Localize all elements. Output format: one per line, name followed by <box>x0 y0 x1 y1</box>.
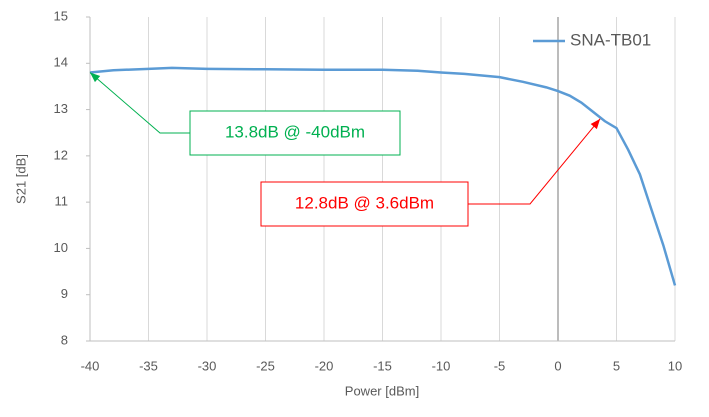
x-axis-label: Power [dBm] <box>345 383 419 398</box>
arrow-head <box>590 118 601 130</box>
x-tick-label: -5 <box>494 358 506 373</box>
annotation-arrow <box>468 118 601 205</box>
y-axis-label: S21 [dB] <box>13 154 28 204</box>
arrow-head <box>90 72 101 83</box>
x-tick-label: -40 <box>81 358 100 373</box>
x-tick-label: -35 <box>139 358 158 373</box>
y-tick-label: 15 <box>54 8 68 23</box>
y-tick-label: 8 <box>61 332 68 347</box>
x-tick-label: 10 <box>668 358 682 373</box>
annotation-box <box>260 181 469 227</box>
legend-label: SNA-TB01 <box>570 30 651 49</box>
x-tick-label: 0 <box>554 358 561 373</box>
y-tick-label: 13 <box>54 101 68 116</box>
series-line <box>89 66 677 286</box>
annotation-text: 12.8dB @ 3.6dBm <box>295 193 434 212</box>
y-tick-label: 10 <box>54 240 68 255</box>
annotation-arrow <box>89 72 190 134</box>
x-tick-label: -10 <box>432 358 451 373</box>
y-tick-label: 12 <box>54 147 68 162</box>
y-tick-label: 9 <box>61 286 68 301</box>
annotation-text: 13.8dB @ -40dBm <box>225 122 365 141</box>
x-tick-label: -20 <box>315 358 334 373</box>
y-tick-label: 11 <box>55 194 69 209</box>
annotation-box <box>189 110 401 156</box>
y-tick-label: 14 <box>54 55 68 70</box>
x-tick-label: -25 <box>256 358 275 373</box>
x-tick-label: 5 <box>613 358 620 373</box>
x-tick-label: -15 <box>373 358 392 373</box>
x-tick-label: -30 <box>198 358 217 373</box>
